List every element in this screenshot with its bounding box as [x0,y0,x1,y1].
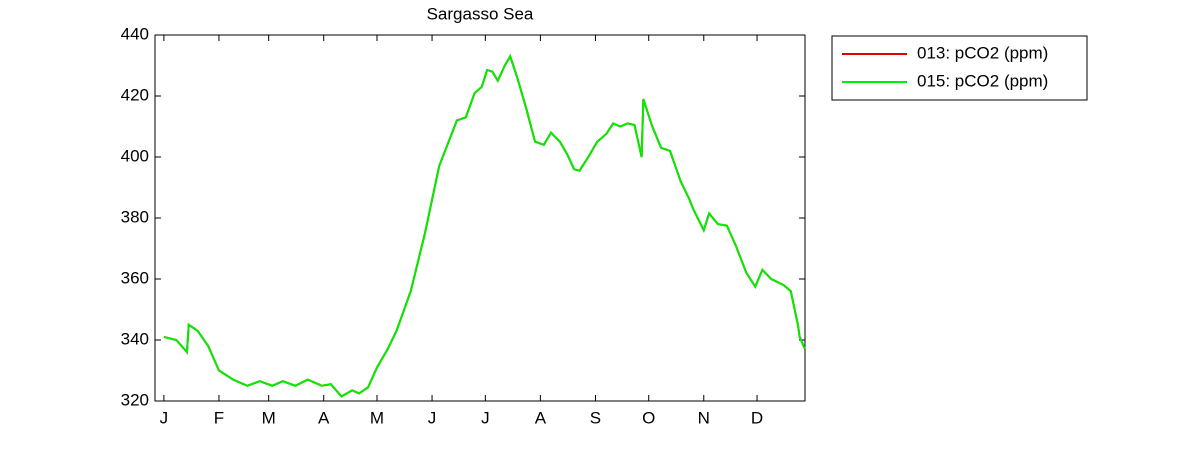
x-tick-label: A [318,408,330,427]
x-tick-label: J [428,408,437,427]
x-tick-label: D [751,408,763,427]
x-tick-label: J [160,408,169,427]
y-tick-label: 400 [121,146,149,165]
x-tick-label: M [370,408,384,427]
data-line [163,53,806,398]
y-tick-label: 360 [121,268,149,287]
x-tick-label: F [214,408,224,427]
x-tick-label: O [642,408,655,427]
y-tick-label: 380 [121,207,149,226]
x-tick-label: A [535,408,547,427]
y-tick-label: 420 [121,85,149,104]
y-tick-label: 340 [121,329,149,348]
x-tick-label: J [481,408,490,427]
y-tick-label: 320 [121,390,149,409]
y-tick-label: 440 [121,24,149,43]
x-tick-label: S [590,408,601,427]
chart-title: Sargasso Sea [427,4,534,23]
x-tick-label: M [262,408,276,427]
legend-box [831,35,1088,101]
legend-label: 013: pCO2 (ppm) [917,43,1048,62]
legend-label: 015: pCO2 (ppm) [917,71,1048,90]
x-tick-label: N [698,408,710,427]
